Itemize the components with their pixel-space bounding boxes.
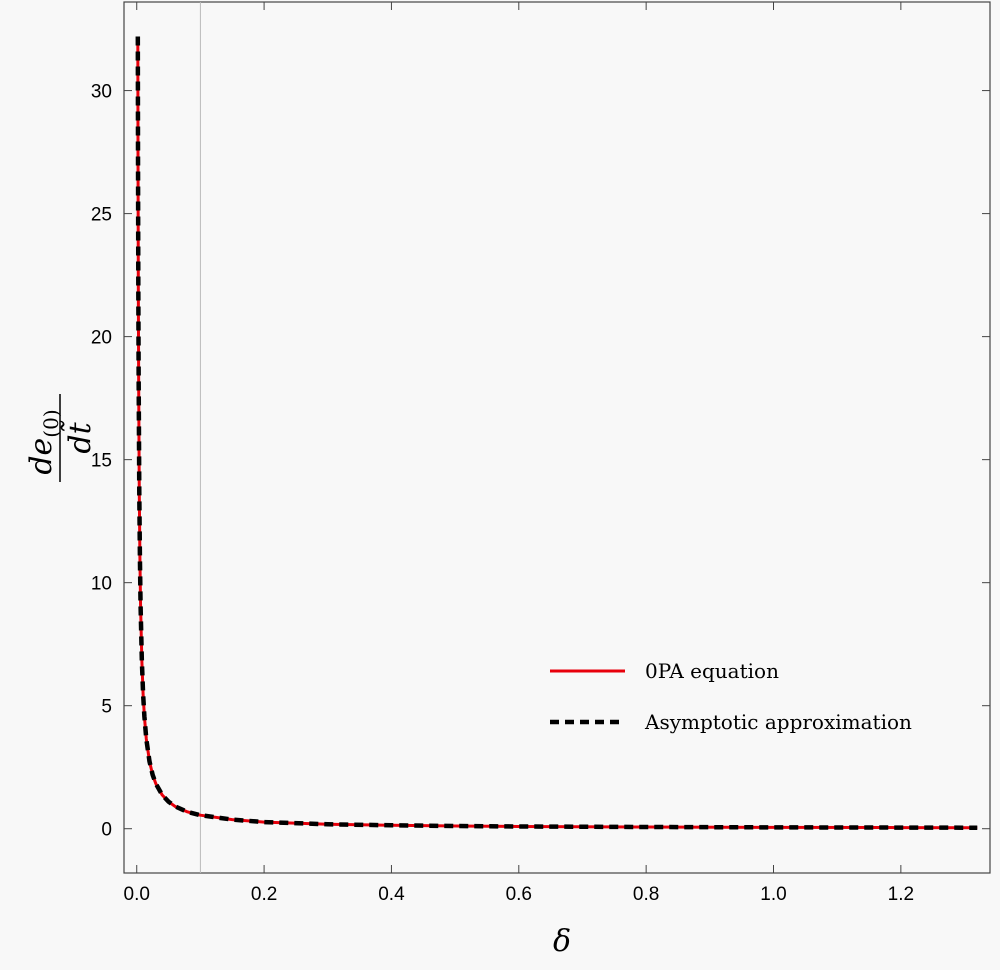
y-label-numerator: de <box>24 438 59 475</box>
x-tick-label: 1.2 <box>888 884 914 905</box>
legend-label-asymptotic: Asymptotic approximation <box>644 710 912 734</box>
y-tick-label: 0 <box>101 820 112 841</box>
y-label-denominator: dt̃ <box>60 420 98 454</box>
svg-text:de(0): de(0) <box>24 409 63 474</box>
y-tick-label: 10 <box>91 574 112 595</box>
x-tick-label: 1.0 <box>760 884 786 905</box>
legend: 0PA equation Asymptotic approximation <box>550 659 912 734</box>
y-tick-label: 25 <box>91 205 112 226</box>
legend-label-0pa: 0PA equation <box>645 659 779 683</box>
plot-frame <box>123 1 991 874</box>
x-tick-label: 0.4 <box>378 884 405 905</box>
y-tick-label: 5 <box>101 697 112 718</box>
axis-ticks: 0.0 0.2 0.4 0.6 0.8 1.0 1.2 0 5 10 15 20 25 30 <box>91 2 990 905</box>
y-axis-label: de(0) dt̃ <box>24 394 98 482</box>
x-tick-label: 0.6 <box>506 884 532 905</box>
x-axis-label: δ <box>553 924 571 959</box>
x-tick-label: 0.0 <box>124 884 150 905</box>
y-label-subscript: (0) <box>39 409 63 437</box>
x-tick-label: 0.8 <box>633 884 659 905</box>
y-tick-label: 30 <box>91 82 112 103</box>
y-tick-label: 15 <box>91 451 112 472</box>
series-line-asymptotic <box>135 36 978 830</box>
y-tick-label: 20 <box>91 328 112 349</box>
series-lines <box>135 36 978 830</box>
x-tick-label: 0.2 <box>251 884 277 905</box>
